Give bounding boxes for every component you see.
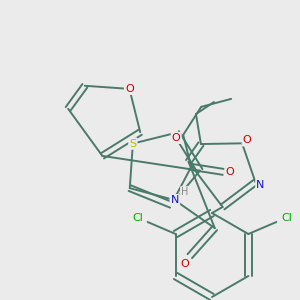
Text: O: O [180,259,189,269]
Text: H: H [181,187,188,197]
Text: S: S [129,139,137,148]
Text: Cl: Cl [281,213,292,223]
Text: O: O [243,135,251,145]
Text: O: O [125,84,134,94]
Text: O: O [172,133,181,143]
Text: N: N [171,195,179,205]
Text: Cl: Cl [132,213,143,223]
Text: O: O [226,167,235,177]
Text: N: N [256,180,265,190]
